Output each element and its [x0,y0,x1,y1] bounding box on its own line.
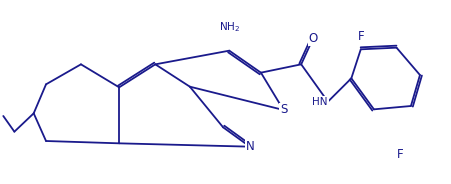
Text: NH$_2$: NH$_2$ [218,20,239,34]
Text: S: S [279,103,286,116]
Text: HN: HN [312,97,327,107]
Text: F: F [357,29,364,43]
Text: O: O [308,32,317,45]
Text: N: N [245,140,253,153]
Text: F: F [396,148,403,160]
